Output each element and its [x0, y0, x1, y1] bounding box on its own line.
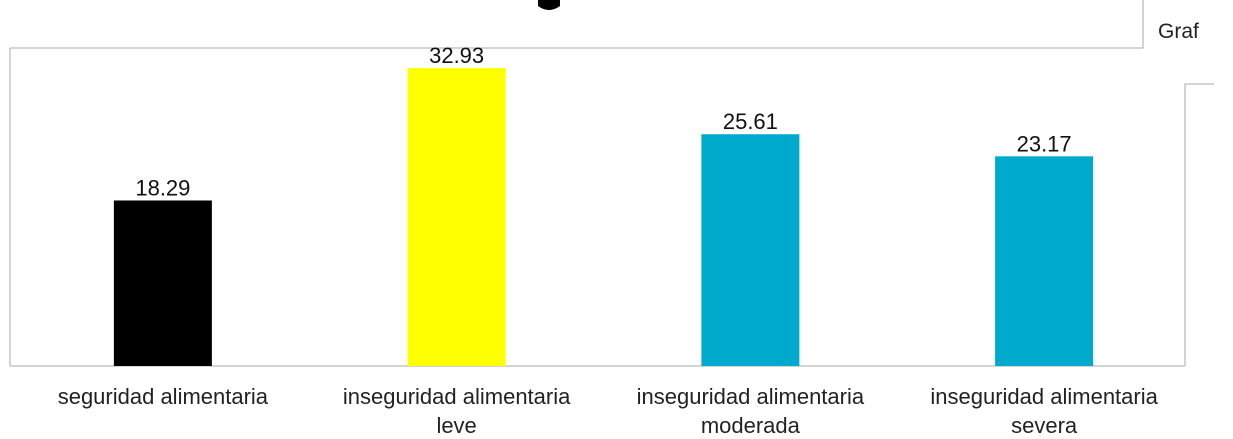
- category-label-2-line-2: leve: [436, 413, 476, 438]
- chart-frame-top: [10, 0, 1144, 49]
- value-label-4: 23.17: [1017, 131, 1072, 156]
- corner-title-text: Graf: [1158, 20, 1199, 43]
- bar-2: [407, 68, 506, 366]
- category-label-4-line-2: severa: [1011, 413, 1078, 438]
- bars-group: [113, 68, 1094, 366]
- category-label-3-line-1: inseguridad alimentaria: [637, 384, 865, 409]
- category-label-4-line-1: inseguridad alimentaria: [930, 384, 1158, 409]
- value-labels-group: 18.29 32.93 25.61 23.17: [135, 43, 1071, 200]
- value-label-2: 32.93: [429, 43, 484, 68]
- category-label-2-line-1: inseguridad alimentaria: [343, 384, 571, 409]
- title-fragment: [538, 0, 560, 10]
- bar-4: [995, 156, 1094, 366]
- bar-1: [113, 200, 212, 366]
- category-label-3-line-2: moderada: [701, 413, 801, 438]
- legend-frame: [1184, 83, 1214, 366]
- category-label-1-line-1: seguridad alimentaria: [58, 384, 269, 409]
- category-labels-group: seguridad alimentaria inseguridad aliment…: [58, 384, 1159, 438]
- bar-3: [701, 134, 800, 366]
- value-label-3: 25.61: [723, 109, 778, 134]
- value-label-1: 18.29: [135, 175, 190, 200]
